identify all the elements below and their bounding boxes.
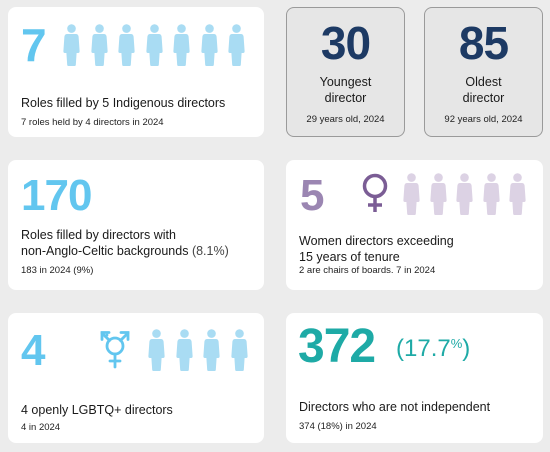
youngest-label-line2: director [324,91,367,105]
person-icon [90,24,108,71]
person-icon [230,329,248,376]
lgbtq-sub: 4 in 2024 [21,422,61,433]
lgbtq-card: 4 4 openly LGBTQ+ directors 4 in 2024 [8,313,264,443]
women-number: 5 [300,171,325,220]
independent-percentage: (17.7%) [396,337,470,361]
independent-card: 372 (17.7%) Directors who are not indepe… [286,313,543,443]
person-icon [403,173,420,220]
independent-pct-open: ( [396,335,404,362]
youngest-number: 30 [320,17,371,69]
lgbtq-label: 4 openly LGBTQ+ directors [21,403,173,417]
female-symbol-icon [362,173,388,212]
person-icon [429,173,447,220]
women-label-line1: Women directors exceeding [299,234,454,248]
person-icon [482,173,500,220]
cultural-label-line1: Roles filled by directors with [21,228,176,242]
independent-number: 372 [298,320,376,373]
cultural-sub: 183 in 2024 (9%) [21,265,94,276]
indigenous-label: Roles filled by 5 Indigenous directors [21,96,226,110]
indigenous-sub: 7 roles held by 4 directors in 2024 [21,117,164,128]
independent-pct-sign: % [450,336,463,351]
person-icon [148,329,165,376]
lgbtq-number: 4 [21,326,46,375]
indigenous-number: 7 [21,19,47,71]
oldest-number: 85 [458,17,509,69]
indigenous-card: 7 Roles filled by 5 Indigenous directors… [8,7,264,137]
cultural-label-line2: non-Anglo-Celtic backgrounds (8.1%) [21,243,229,259]
youngest-label-line1: Youngest [319,75,372,89]
person-icon [145,24,163,71]
women-label-line2: 15 years of tenure [299,250,400,264]
youngest-sub: 29 years old, 2024 [306,114,385,125]
women-card: 5 Women directors exceeding 15 years of … [286,160,543,290]
person-icon [509,173,526,220]
cultural-number: 170 [21,171,92,220]
oldest-sub: 92 years old, 2024 [444,114,523,125]
person-icon [173,24,190,71]
independent-label: Directors who are not independent [299,400,491,414]
cultural-label-pct: (8.1%) [188,244,229,258]
person-icon [175,329,193,376]
person-icon [203,329,220,376]
independent-sub: 374 (18%) in 2024 [299,421,377,432]
person-icon [228,24,245,71]
person-icon [200,24,218,71]
transgender-symbol-icon [100,331,130,369]
person-icon [118,24,135,71]
person-icon [63,24,80,71]
cultural-card: 170 Roles filled by directors with non-A… [8,160,264,290]
youngest-card: 30 Youngest director 29 years old, 2024 [286,7,405,137]
oldest-label-line1: Oldest [465,75,502,89]
person-icon [456,173,473,220]
women-sub: 2 are chairs of boards. 7 in 2024 [299,265,436,276]
oldest-label-line2: director [462,91,505,105]
independent-pct-value: 17.7 [404,335,451,362]
cultural-label-main: non-Anglo-Celtic backgrounds [21,244,189,258]
oldest-card: 85 Oldest director 92 years old, 2024 [424,7,543,137]
independent-pct-close: ) [462,335,471,362]
